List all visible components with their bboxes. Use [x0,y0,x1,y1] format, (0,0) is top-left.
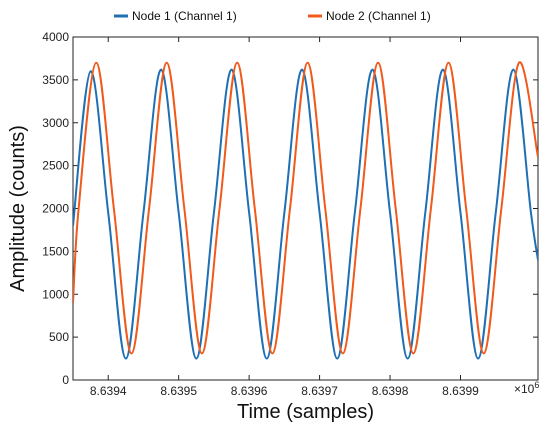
plot-frame [72,36,539,381]
x-tick-label: 8.6396 [231,384,268,398]
y-axis-title: Amplitude (counts) [7,125,29,292]
y-tick-label: 1500 [42,244,69,258]
y-tick-label: 0 [62,373,69,387]
y-tick-label: 2000 [42,202,69,216]
legend-label: Node 2 (Channel 1) [326,9,431,23]
y-axis: 0 500 1000 1500 2000 2500 3000 3500 4000 [42,30,538,387]
y-tick-label: 2500 [42,159,69,173]
y-tick-label: 3000 [42,116,69,130]
x-axis-title: Time (samples) [237,401,374,423]
y-tick-label: 3500 [42,73,69,87]
x-axis: 8.6394 8.6395 8.6396 8.6397 8.6398 8.6399 [90,37,479,398]
x-tick-label: 8.6394 [90,384,127,398]
x-axis-multiplier-base: ×10 [514,382,535,396]
series-line-1 [73,68,538,360]
x-tick-label: 8.6398 [372,384,409,398]
legend: Node 1 (Channel 1) Node 2 (Channel 1) [114,9,431,23]
y-tick-label: 500 [49,330,69,344]
y-tick-label: 1000 [42,287,69,301]
series-line-2 [73,61,538,355]
x-axis-multiplier: ×106 [514,380,539,396]
x-tick-label: 8.6399 [442,384,479,398]
x-tick-label: 8.6395 [160,384,197,398]
legend-label: Node 1 (Channel 1) [132,9,237,23]
y-tick-label: 4000 [42,30,69,44]
x-tick-label: 8.6397 [301,384,338,398]
series-lines [73,61,538,360]
x-axis-multiplier-exponent: 6 [534,380,539,390]
